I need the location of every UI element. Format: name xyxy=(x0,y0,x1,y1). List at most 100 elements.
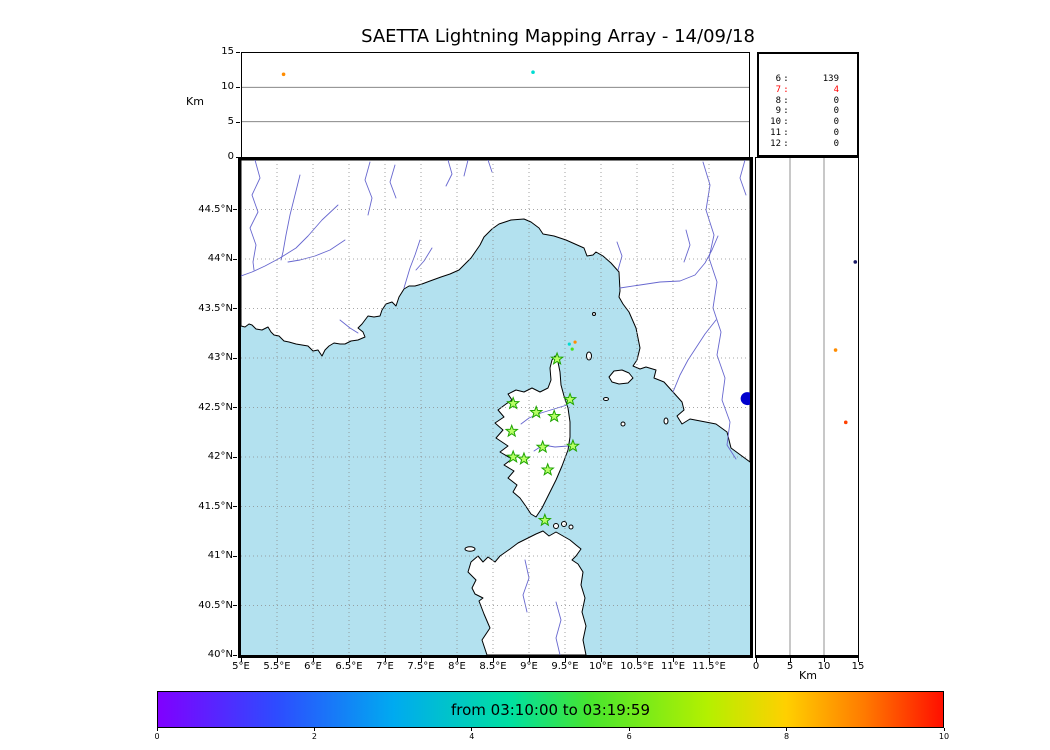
river xyxy=(619,235,719,289)
tick-mark xyxy=(236,156,240,158)
river xyxy=(364,161,373,216)
tick-mark xyxy=(313,728,315,731)
vhf-source-dot xyxy=(833,348,838,352)
tick-mark xyxy=(786,728,788,731)
station-count-row: 11: 0 xyxy=(769,128,839,139)
tick-mark xyxy=(600,658,602,662)
top-panel-gridlines xyxy=(242,86,749,123)
right-panel-xlabel: Km xyxy=(799,669,817,682)
river xyxy=(683,229,691,263)
tick-mark xyxy=(233,308,237,309)
tick-label: 0 xyxy=(154,732,160,741)
tick-label: 43.5°N xyxy=(198,302,233,314)
station-count-row: 7: 4 xyxy=(769,85,839,96)
station-count-row: 8: 0 xyxy=(769,96,839,107)
tick-label: 42°N xyxy=(207,451,233,462)
tick-mark xyxy=(233,654,237,656)
river xyxy=(463,160,469,177)
tick-label: 5°E xyxy=(232,661,250,672)
tick-label: 10°E xyxy=(588,661,614,672)
figure-title: SAETTA Lightning Mapping Array - 14/09/1… xyxy=(361,26,755,47)
tick-label: 6°E xyxy=(304,661,322,672)
tick-mark xyxy=(857,658,859,662)
source-count: 139 xyxy=(822,74,839,84)
tick-label: 11.5°E xyxy=(692,661,726,672)
elba-island xyxy=(608,369,634,385)
tick-mark xyxy=(233,357,237,359)
tick-label: 8°E xyxy=(448,661,466,672)
tick-mark xyxy=(156,728,158,731)
station-id: 8 xyxy=(775,95,781,106)
tick-label: 4 xyxy=(469,732,475,741)
tick-label: 40°N xyxy=(207,649,233,660)
vhf-source-dot xyxy=(853,260,858,264)
vhf-source-dot xyxy=(281,72,286,77)
tick-mark xyxy=(233,506,237,507)
tick-label: 9.5°E xyxy=(551,661,579,672)
tick-label: 11°E xyxy=(660,661,686,672)
montecristo-island xyxy=(620,421,626,427)
tick-mark xyxy=(636,658,638,662)
tick-mark xyxy=(233,555,237,557)
maddalena-island xyxy=(553,523,559,529)
tick-label: 8 xyxy=(784,732,790,741)
tick-label: 2 xyxy=(311,732,317,741)
tick-mark xyxy=(628,728,630,731)
tick-mark xyxy=(456,658,458,662)
tick-mark xyxy=(233,258,237,260)
tick-mark xyxy=(823,658,825,662)
vhf-source-dot xyxy=(570,347,574,351)
tick-mark xyxy=(708,658,710,662)
tick-label: 10 xyxy=(817,661,831,672)
colon-separator: : xyxy=(783,84,789,95)
blue-dot-marker xyxy=(740,392,750,406)
colon-separator: : xyxy=(783,106,789,117)
river xyxy=(415,247,433,271)
river xyxy=(389,164,397,199)
caprera-island xyxy=(568,524,574,530)
river xyxy=(616,241,623,271)
station-id: 6 xyxy=(775,74,781,84)
river xyxy=(672,319,717,393)
maddalena-island xyxy=(561,521,567,527)
tick-label: 6.5°E xyxy=(335,661,363,672)
tick-mark xyxy=(755,658,757,662)
time-colorbar: from 03:10:00 to 03:19:59 xyxy=(157,691,944,728)
tick-mark xyxy=(348,658,350,662)
tick-label: 7.5°E xyxy=(407,661,435,672)
tick-label: 41°N xyxy=(207,550,233,561)
tick-mark xyxy=(564,658,566,662)
tick-mark xyxy=(789,658,791,662)
tick-label: 42.5°N xyxy=(198,401,233,413)
tick-label: 5.5°E xyxy=(263,661,291,672)
gorgona-island xyxy=(592,312,596,316)
source-count: 0 xyxy=(833,138,839,149)
source-count: 0 xyxy=(833,106,839,117)
river xyxy=(702,161,737,460)
map-panel xyxy=(238,157,753,658)
source-count: 4 xyxy=(833,84,839,95)
colon-separator: : xyxy=(783,138,789,149)
colorbar-label: from 03:10:00 to 03:19:59 xyxy=(450,700,650,719)
colon-separator: : xyxy=(783,117,789,128)
top-panel-sources xyxy=(281,70,535,77)
tick-label: 44.5°N xyxy=(198,203,233,215)
altitude-time-canvas xyxy=(242,70,749,123)
tick-label: 15 xyxy=(851,661,865,672)
tick-mark xyxy=(420,658,422,662)
tick-label: 0 xyxy=(227,151,234,162)
top-panel-ylabel: Km xyxy=(186,95,204,108)
corsica-island xyxy=(494,355,571,518)
river xyxy=(445,160,453,187)
river xyxy=(287,239,346,263)
capraia-island xyxy=(586,351,592,361)
river xyxy=(339,319,359,334)
tick-mark xyxy=(471,728,473,731)
tick-mark xyxy=(943,728,945,731)
tick-mark xyxy=(236,86,240,88)
map-canvas xyxy=(241,160,750,655)
tick-label: 40.5°N xyxy=(198,599,233,611)
tick-mark xyxy=(276,658,278,662)
river xyxy=(533,444,569,452)
